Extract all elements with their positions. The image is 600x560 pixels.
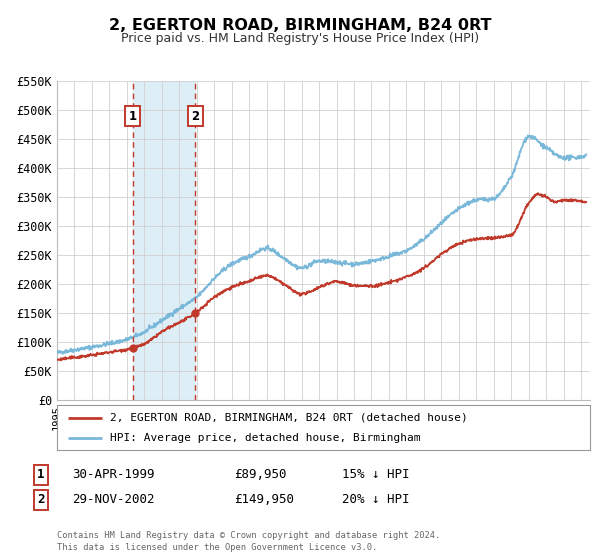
Text: 30-APR-1999: 30-APR-1999: [72, 468, 155, 482]
Text: 29-NOV-2002: 29-NOV-2002: [72, 493, 155, 506]
Text: HPI: Average price, detached house, Birmingham: HPI: Average price, detached house, Birm…: [110, 433, 421, 443]
Text: 1: 1: [37, 468, 44, 482]
Text: Contains HM Land Registry data © Crown copyright and database right 2024.: Contains HM Land Registry data © Crown c…: [57, 531, 440, 540]
Text: 2, EGERTON ROAD, BIRMINGHAM, B24 0RT (detached house): 2, EGERTON ROAD, BIRMINGHAM, B24 0RT (de…: [110, 413, 468, 423]
Text: 1: 1: [128, 110, 137, 123]
Text: £149,950: £149,950: [234, 493, 294, 506]
Text: £89,950: £89,950: [234, 468, 287, 482]
Text: 2: 2: [37, 493, 44, 506]
Text: Price paid vs. HM Land Registry's House Price Index (HPI): Price paid vs. HM Land Registry's House …: [121, 32, 479, 45]
Text: This data is licensed under the Open Government Licence v3.0.: This data is licensed under the Open Gov…: [57, 543, 377, 552]
Text: 2: 2: [191, 110, 199, 123]
Text: 2, EGERTON ROAD, BIRMINGHAM, B24 0RT: 2, EGERTON ROAD, BIRMINGHAM, B24 0RT: [109, 18, 491, 33]
Text: 15% ↓ HPI: 15% ↓ HPI: [342, 468, 409, 482]
Text: 20% ↓ HPI: 20% ↓ HPI: [342, 493, 409, 506]
Bar: [133, 81, 196, 400]
